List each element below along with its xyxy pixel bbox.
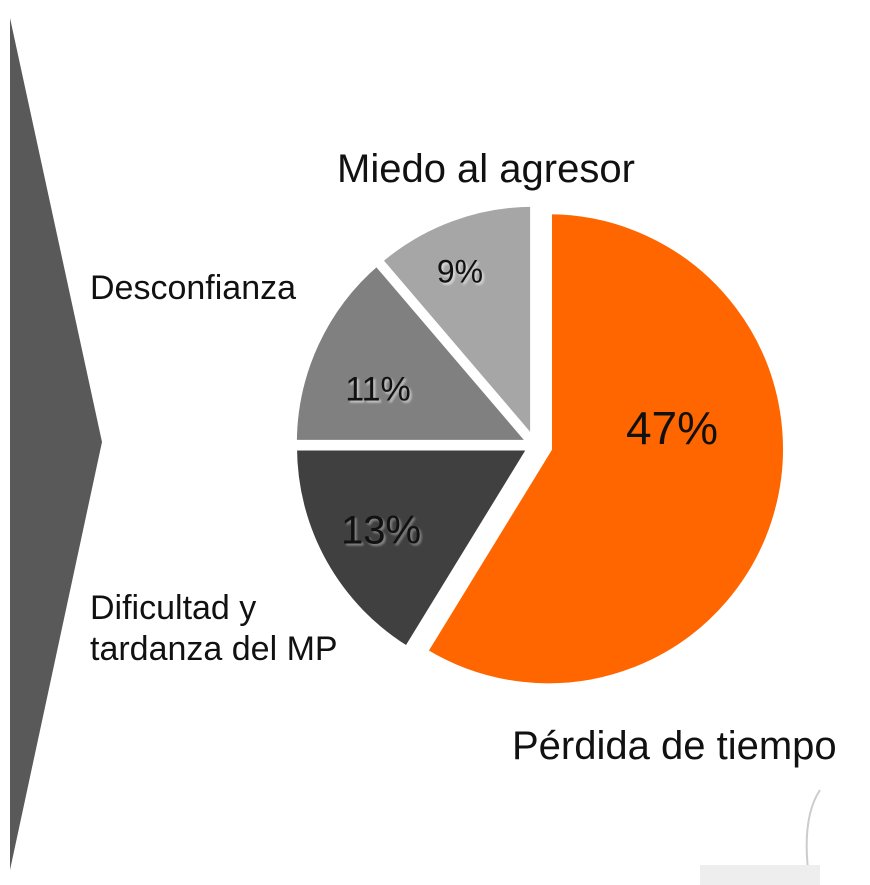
- value-label: 13%: [340, 508, 422, 553]
- pie-slice: [290, 443, 538, 655]
- logo-block: [700, 865, 820, 885]
- value-label: 9%: [436, 253, 484, 290]
- value-label: 11%: [345, 370, 411, 409]
- category-label: Desconfianza: [90, 269, 297, 307]
- value-label: 47%: [625, 402, 719, 454]
- pie-slice: [419, 207, 790, 691]
- chevron: [10, 18, 102, 870]
- category-label: Miedo al agresor: [337, 147, 635, 191]
- category-label: Pérdida de tiempo: [512, 724, 837, 768]
- pie-slice: [374, 199, 538, 451]
- pie-slice: [289, 257, 539, 447]
- category-label: Dificultad y tardanza del MP: [90, 589, 338, 668]
